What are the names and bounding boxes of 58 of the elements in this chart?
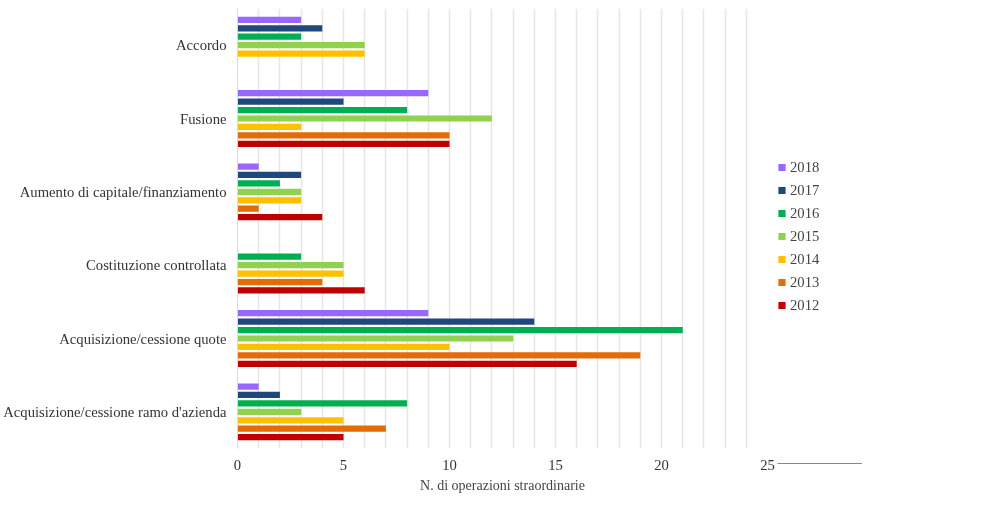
bar	[237, 391, 280, 399]
bar	[237, 115, 492, 122]
bar	[237, 214, 323, 221]
x-tick-label: 10	[442, 456, 457, 473]
legend-label: 2013	[790, 273, 820, 290]
bar	[237, 140, 450, 147]
x-tick-label: 0	[233, 456, 242, 473]
y-tick-label: Acquisizione/cessione ramo d'azienda	[3, 403, 227, 420]
y-tick-label: Aumento di capitale/finanziamento	[19, 183, 227, 200]
bar	[237, 262, 344, 269]
bar	[237, 287, 365, 294]
bar	[237, 400, 408, 407]
bar	[237, 106, 408, 114]
bar	[237, 42, 365, 49]
bar	[237, 180, 280, 187]
bar	[237, 383, 259, 390]
bar	[237, 90, 429, 97]
x-tick-label: 25	[760, 456, 775, 473]
bar	[237, 205, 259, 212]
bar	[237, 132, 450, 139]
x-tick-label: 5	[339, 456, 348, 473]
bar	[237, 50, 365, 57]
bar	[237, 278, 323, 286]
bar	[237, 188, 302, 195]
bar	[237, 33, 302, 40]
bar	[237, 253, 302, 260]
y-tick-label: Fusione	[180, 110, 227, 127]
bar	[237, 270, 344, 277]
bar	[237, 171, 302, 179]
x-tick-label: 20	[654, 456, 669, 473]
bar	[237, 352, 641, 359]
y-tick-label: Acquisizione/cessione quote	[59, 330, 227, 347]
bar	[237, 163, 259, 170]
x-axis-title: N. di operazioni straordinarie	[420, 477, 585, 493]
legend-label: 2014	[790, 250, 820, 267]
bar	[237, 408, 302, 415]
bar	[237, 310, 429, 317]
legend-label: 2017	[790, 181, 820, 198]
bar	[237, 16, 302, 23]
bar	[237, 343, 450, 351]
legend-label: 2016	[790, 204, 820, 221]
legend-label: 2015	[790, 227, 820, 244]
y-tick-label: Costituzione controllata	[86, 257, 227, 274]
bar	[237, 434, 344, 441]
bar	[237, 360, 577, 367]
bar	[237, 326, 683, 334]
bar	[237, 197, 302, 204]
bar	[237, 98, 344, 105]
legend-label: 2012	[790, 296, 820, 313]
bar	[237, 318, 535, 325]
bar	[237, 417, 344, 424]
legend-label: 2018	[790, 158, 820, 175]
bar	[237, 335, 514, 342]
y-tick-label: Accordo	[176, 37, 227, 54]
bar	[237, 123, 302, 131]
bar	[237, 425, 386, 432]
bar	[237, 25, 323, 32]
x-tick-label: 15	[548, 456, 563, 473]
